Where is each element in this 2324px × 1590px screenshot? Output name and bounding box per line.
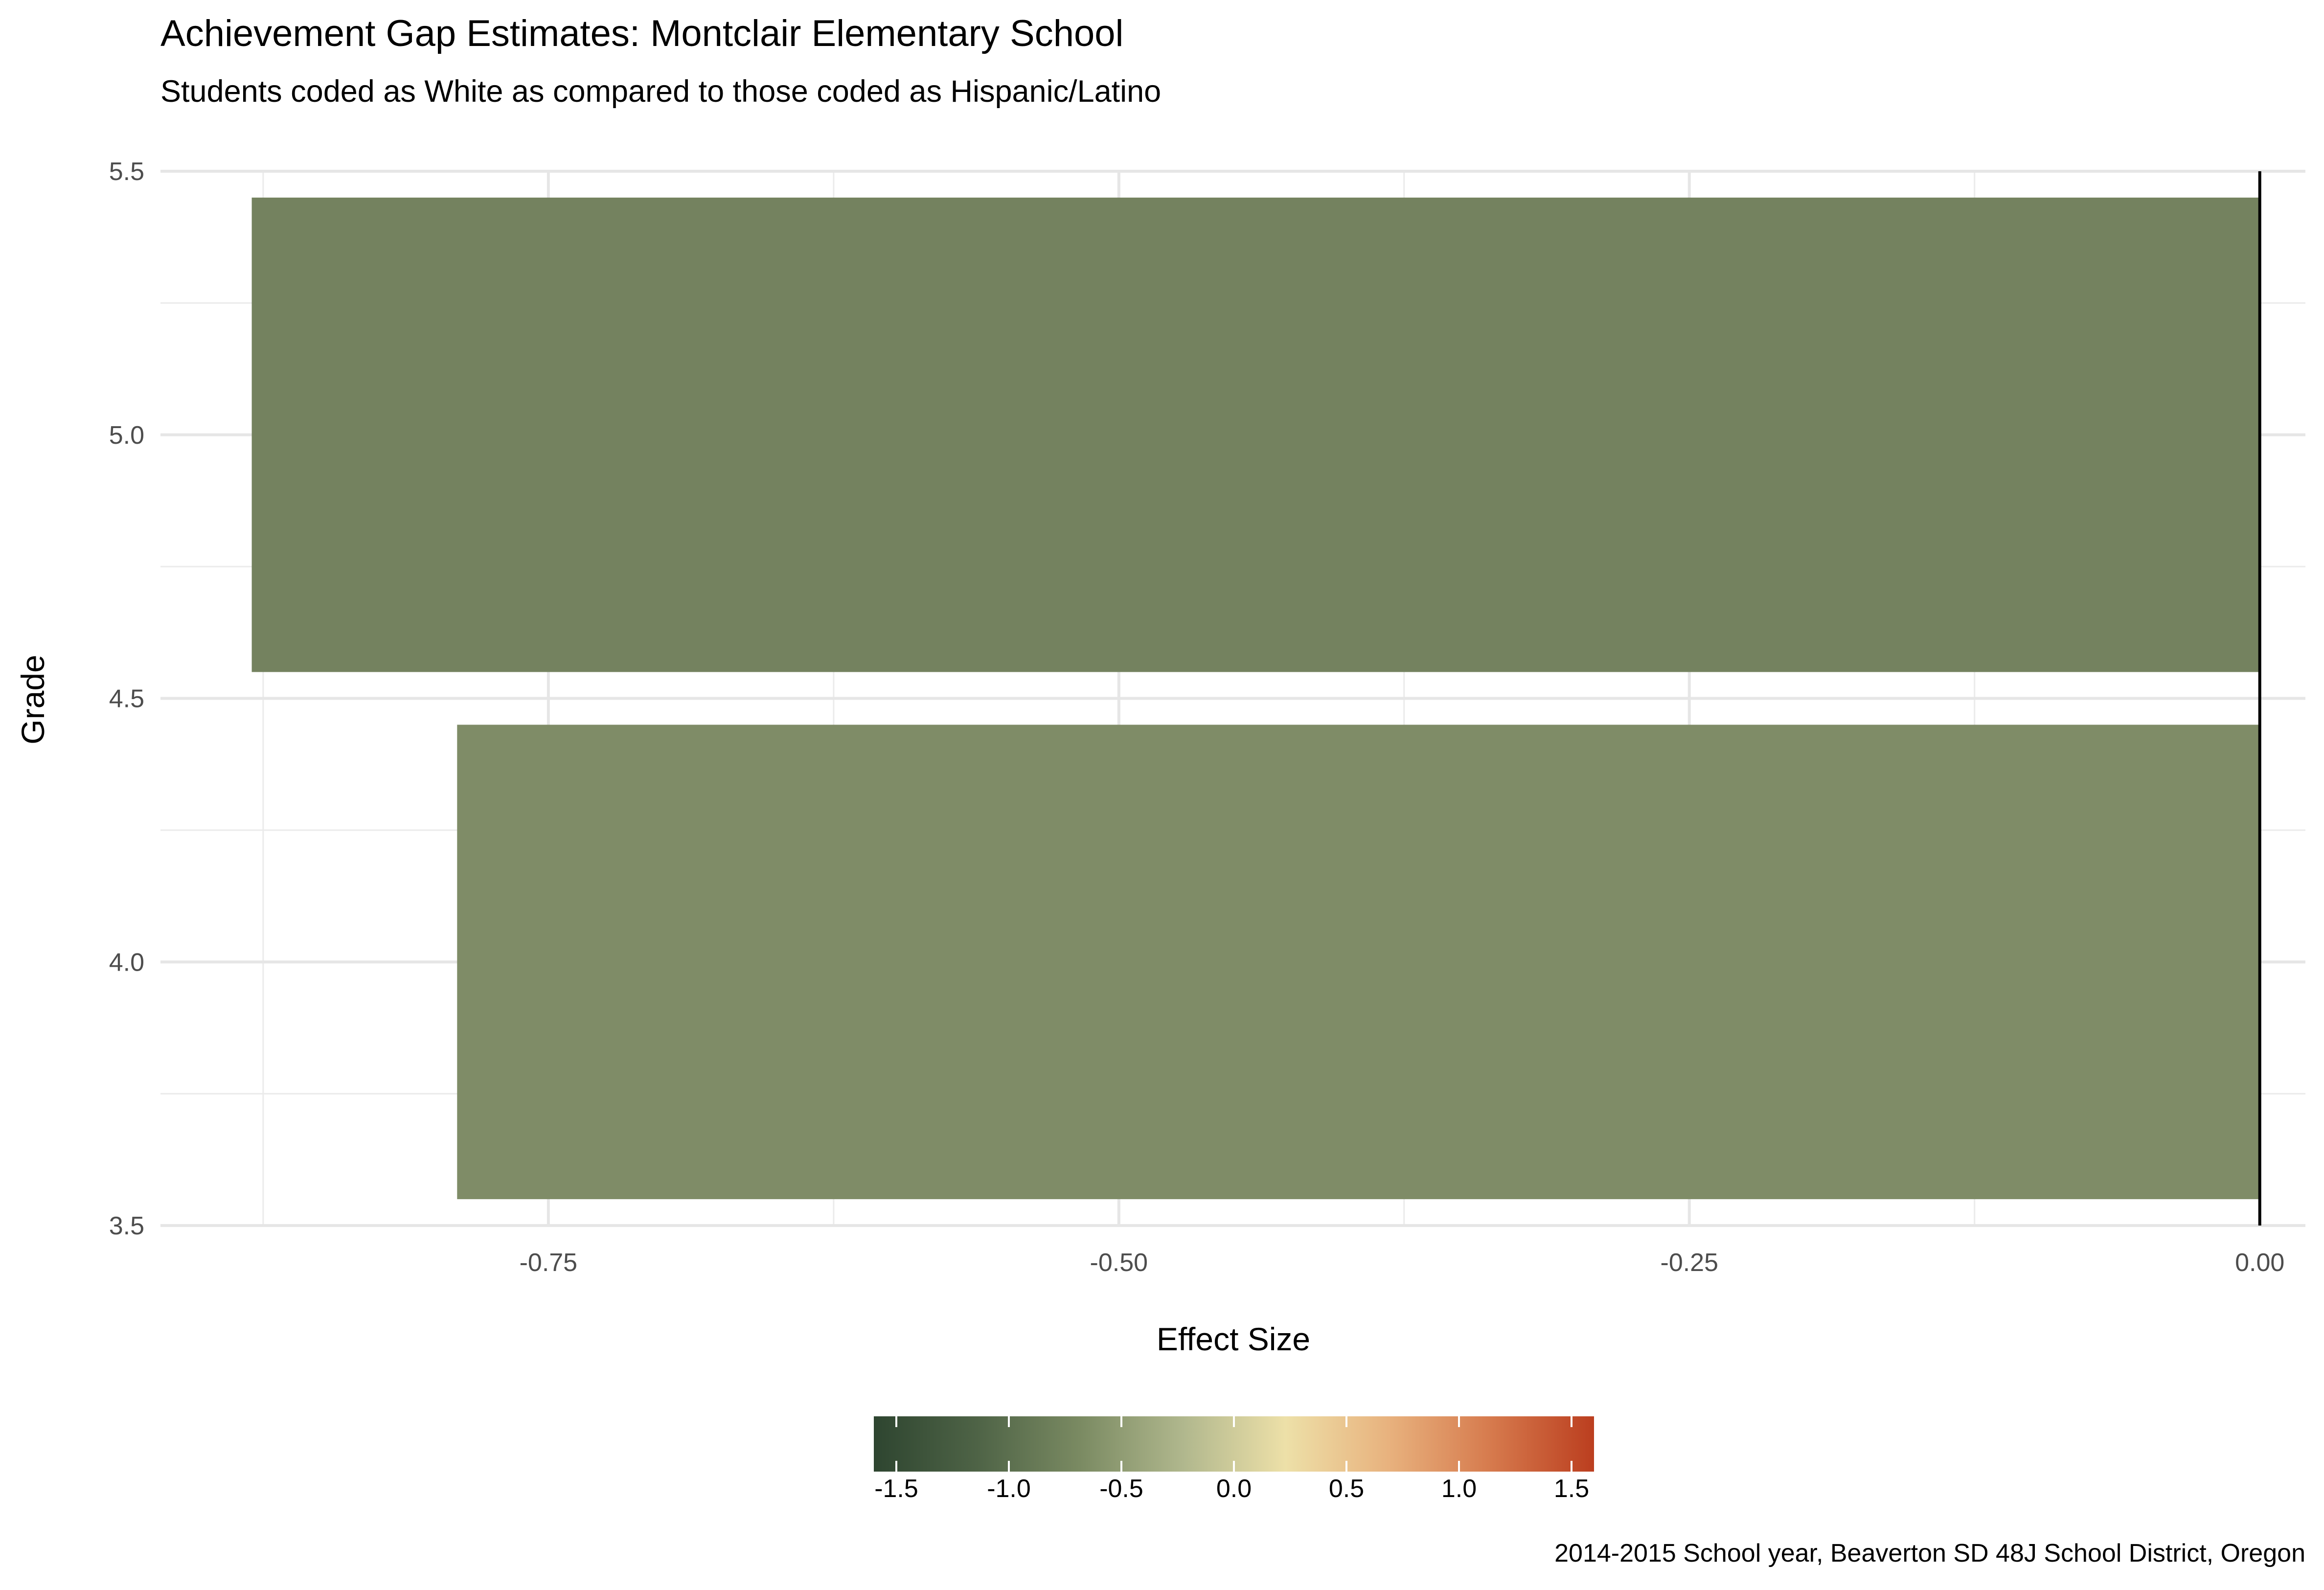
- colorbar-label: 1.5: [1554, 1475, 1589, 1503]
- y-axis-ticks: 3.5 4.0 4.5 5.0 5.5: [109, 158, 144, 1240]
- y-tick-label: 4.0: [109, 948, 144, 977]
- bars: [251, 197, 2260, 1200]
- y-tick-label: 3.5: [109, 1212, 144, 1240]
- x-axis-title: Effect Size: [1157, 1321, 1310, 1357]
- colorbar-label: -1.0: [987, 1475, 1031, 1503]
- bar: [251, 197, 2260, 672]
- y-axis-title: Grade: [15, 655, 51, 744]
- x-axis-ticks: -0.75 -0.50 -0.25 0.00: [520, 1249, 2285, 1277]
- colorbar-label: 0.5: [1329, 1475, 1364, 1503]
- x-tick-label: 0.00: [2235, 1249, 2284, 1277]
- colorbar-label: -0.5: [1099, 1475, 1143, 1503]
- y-tick-label: 4.5: [109, 685, 144, 713]
- colorbar-label: 0.0: [1216, 1475, 1252, 1503]
- y-tick-label: 5.5: [109, 158, 144, 186]
- x-tick-label: -0.75: [520, 1249, 578, 1277]
- x-tick-label: -0.25: [1661, 1249, 1719, 1277]
- colorbar-label: -1.5: [874, 1475, 918, 1503]
- y-tick-label: 5.0: [109, 421, 144, 450]
- chart-subtitle: Students coded as White as compared to t…: [160, 74, 1161, 109]
- x-tick-label: -0.50: [1090, 1249, 1148, 1277]
- chart-title: Achievement Gap Estimates: Montclair Ele…: [160, 13, 1123, 54]
- colorbar-label: 1.0: [1441, 1475, 1477, 1503]
- bar: [457, 725, 2260, 1200]
- chart-caption: 2014-2015 School year, Beaverton SD 48J …: [1554, 1539, 2305, 1567]
- colorbar-legend: -1.5 -1.0 -0.5 0.0 0.5 1.0 1.5: [874, 1416, 1594, 1503]
